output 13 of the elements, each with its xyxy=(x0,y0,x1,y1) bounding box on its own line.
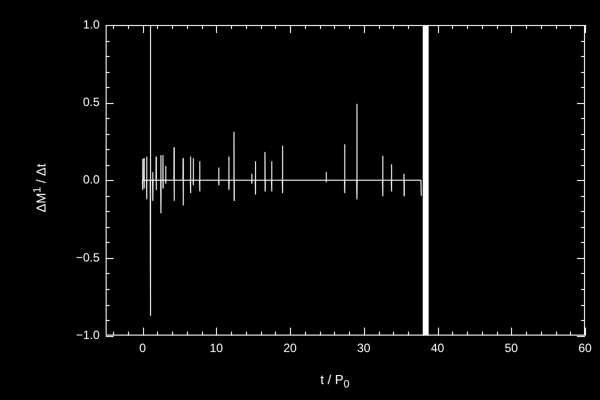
x-tick-label: 0 xyxy=(139,341,146,356)
y-tick-label: 1.0 xyxy=(83,17,100,32)
y-tick-label: 0.0 xyxy=(83,172,100,187)
y-tick-label: −1.0 xyxy=(76,328,100,342)
y-tick-label: 0.5 xyxy=(83,94,100,109)
x-axis-title: t / P$_{0}$ xyxy=(319,372,351,391)
x-tick-label: 10 xyxy=(210,341,224,356)
x-tick-label: 20 xyxy=(283,341,298,356)
x-tick-label: 30 xyxy=(357,341,371,356)
y-tick-label: −0.5 xyxy=(76,250,100,264)
x-tick-label: 40 xyxy=(430,341,445,356)
x-tick-label: 50 xyxy=(504,341,518,356)
x-tick-label: 60 xyxy=(578,341,592,356)
